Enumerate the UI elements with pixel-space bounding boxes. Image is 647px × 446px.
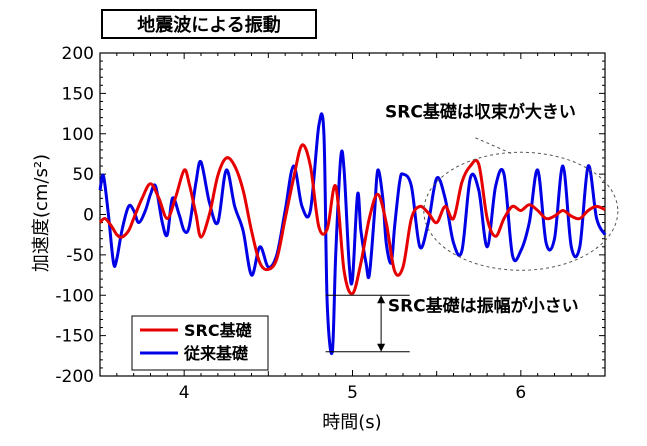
y-axis-label: 加速度(cm/s²) (31, 153, 52, 273)
legend-label: SRC基礎 (184, 321, 253, 340)
y-tick-label: 200 (62, 44, 94, 64)
y-tick-label: 0 (83, 206, 94, 226)
series-conventional-line (98, 112, 607, 355)
series-src-line (98, 143, 606, 296)
chart-title: 地震波による振動 (101, 9, 317, 39)
tick-labels: -200 -150 -100 -50 0 50 100 150 200 4 5 6 (55, 44, 526, 403)
arrowhead-down (377, 343, 386, 352)
callout-leader (475, 137, 513, 155)
y-tick-label: 100 (62, 125, 94, 145)
y-tick-label: 50 (72, 165, 94, 185)
y-tick-label: -50 (66, 246, 94, 266)
y-tick-label: -100 (55, 286, 94, 306)
x-tick-label: 4 (179, 383, 190, 403)
y-tick-label: 150 (62, 84, 94, 104)
x-axis-label: 時間(s) (322, 412, 381, 433)
y-tick-label: -200 (55, 367, 94, 387)
axis-ticks (99, 52, 606, 377)
legend-box (131, 315, 269, 371)
annotations: SRC基礎は収束が大きい SRC基礎は振幅が小さい (325, 102, 619, 353)
y-tick-label: -150 (55, 327, 94, 347)
series-lines (98, 112, 607, 355)
x-tick-label: 6 (515, 383, 526, 403)
convergence-ellipse (423, 151, 619, 271)
annotation-convergence: SRC基礎は収束が大きい (385, 102, 576, 123)
annotation-amplitude: SRC基礎は振幅が小さい (388, 295, 579, 316)
x-tick-label: 5 (347, 383, 358, 403)
legend-label: 従来基礎 (183, 344, 249, 363)
arrowhead-up (377, 295, 386, 304)
